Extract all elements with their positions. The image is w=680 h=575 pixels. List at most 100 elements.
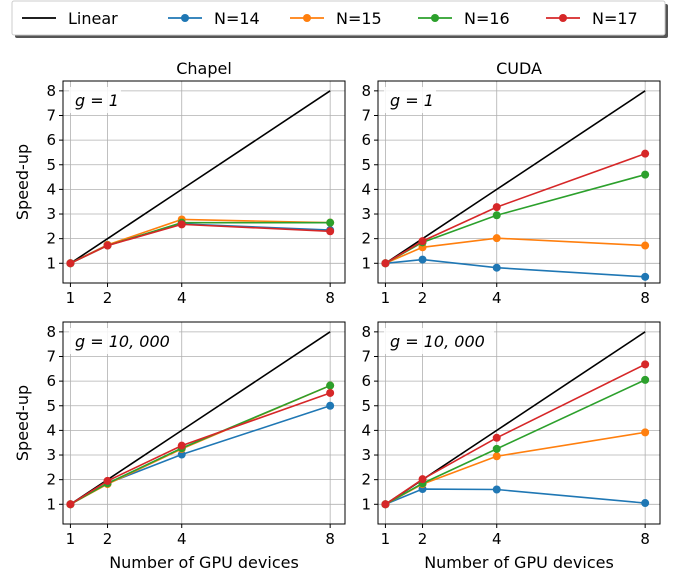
legend-marker [559, 14, 567, 22]
data-point [381, 500, 390, 509]
x-tick-label: 8 [640, 289, 650, 307]
data-point [641, 428, 650, 437]
series-n-14 [381, 485, 650, 509]
data-point [492, 234, 501, 243]
series-line-n-16 [70, 384, 331, 505]
panel-3: 1 2 3 4 5 6 7 8 1 2 4 8 Speed-up Number of GPU device… [13, 321, 346, 572]
legend-label: N=15 [336, 9, 382, 28]
y-tick-label: 4 [361, 180, 371, 198]
legend-item-n-17: N=17 [546, 9, 638, 28]
data-point [103, 241, 112, 250]
x-tick-label: 4 [177, 530, 187, 548]
series-n-17 [66, 220, 335, 268]
series-n-14 [381, 255, 650, 281]
legend-marker [303, 14, 311, 22]
panel-annotation: g = 10, 000 [69, 328, 179, 354]
y-tick-label: 7 [361, 347, 371, 365]
x-tick-label: 2 [418, 289, 428, 307]
data-point [326, 218, 335, 227]
axes-frame [62, 80, 346, 284]
x-axis-label: Number of GPU devices [109, 553, 299, 572]
y-tick-label: 2 [361, 471, 371, 489]
series-line-n-14 [385, 258, 646, 278]
series-n-17 [66, 388, 335, 509]
data-point [492, 211, 501, 220]
series-n-17 [381, 149, 650, 268]
panel-4: 1 2 3 4 5 6 7 8 1 2 4 8 Number of GPU devices g = 10,… [361, 321, 661, 572]
y-tick-label: 8 [361, 82, 371, 100]
y-tick-label: 5 [361, 156, 371, 174]
data-point [641, 499, 650, 508]
legend-label: Linear [68, 9, 118, 28]
y-tick-label: 6 [46, 131, 56, 149]
y-tick-label: 4 [46, 180, 56, 198]
legend-item-linear: Linear [22, 9, 118, 28]
panel-annotation: g = 1 [384, 87, 436, 113]
data-point [641, 149, 650, 158]
annotation-bg [384, 87, 436, 113]
x-tick-label: 1 [381, 289, 391, 307]
axes-frame [377, 80, 661, 284]
x-tick-label: 1 [66, 289, 76, 307]
x-tick-label: 4 [492, 289, 502, 307]
data-point [381, 259, 390, 268]
y-tick-label: 5 [361, 397, 371, 415]
y-tick-label: 1 [361, 495, 371, 513]
y-tick-label: 3 [361, 205, 371, 223]
x-tick-label: 1 [66, 530, 76, 548]
y-tick-label: 8 [46, 323, 56, 341]
y-tick-label: 6 [361, 131, 371, 149]
data-point [641, 241, 650, 250]
y-axis-label: Speed-up [13, 144, 32, 220]
series-line-n-15 [385, 237, 646, 265]
x-tick-label: 2 [103, 530, 113, 548]
annotation-text: g = 1 [390, 91, 434, 110]
series-n-17 [381, 360, 650, 509]
annotation-text: g = 10, 000 [75, 332, 170, 351]
y-tick-label: 7 [46, 347, 56, 365]
data-point [492, 485, 501, 494]
y-tick-label: 4 [46, 421, 56, 439]
panel-annotation: g = 1 [69, 87, 121, 113]
legend-label: N=17 [592, 9, 638, 28]
data-point [492, 452, 501, 461]
panel-2: 1 2 3 4 5 6 7 8 1 2 4 8 CUDA g = 1 [361, 59, 661, 307]
legend-marker [431, 14, 439, 22]
data-point [326, 227, 335, 236]
y-tick-label: 8 [46, 82, 56, 100]
legend-label: N=16 [464, 9, 510, 28]
data-point [641, 272, 650, 281]
data-point [641, 360, 650, 369]
data-point [326, 381, 335, 390]
data-point [177, 220, 186, 229]
y-tick-label: 1 [361, 254, 371, 272]
panel-title: Chapel [176, 59, 232, 78]
y-tick-label: 6 [46, 372, 56, 390]
y-tick-label: 5 [46, 156, 56, 174]
data-point [326, 388, 335, 397]
data-point [418, 255, 427, 264]
legend-item-n-14: N=14 [168, 9, 260, 28]
y-axis-label: Speed-up [13, 385, 32, 461]
series-line-n-17 [384, 363, 646, 505]
panel-title: CUDA [496, 59, 542, 78]
data-point [418, 237, 427, 246]
y-tick-label: 4 [361, 421, 371, 439]
series-line-n-17 [69, 392, 331, 505]
data-point [418, 475, 427, 484]
y-tick-label: 2 [361, 230, 371, 248]
data-point [641, 170, 650, 179]
x-tick-label: 8 [325, 530, 335, 548]
y-tick-label: 3 [361, 446, 371, 464]
data-point [492, 433, 501, 442]
y-tick-label: 1 [46, 495, 56, 513]
series-line-n-16 [385, 379, 646, 505]
y-tick-label: 8 [361, 323, 371, 341]
data-point [326, 401, 335, 410]
panel-1: 1 2 3 4 5 6 7 8 1 2 4 8 Chapel Speed-up g = 1 [13, 59, 346, 307]
x-tick-label: 1 [381, 530, 391, 548]
annotation-text: g = 10, 000 [390, 332, 485, 351]
data-point [492, 263, 501, 272]
data-point [492, 444, 501, 453]
